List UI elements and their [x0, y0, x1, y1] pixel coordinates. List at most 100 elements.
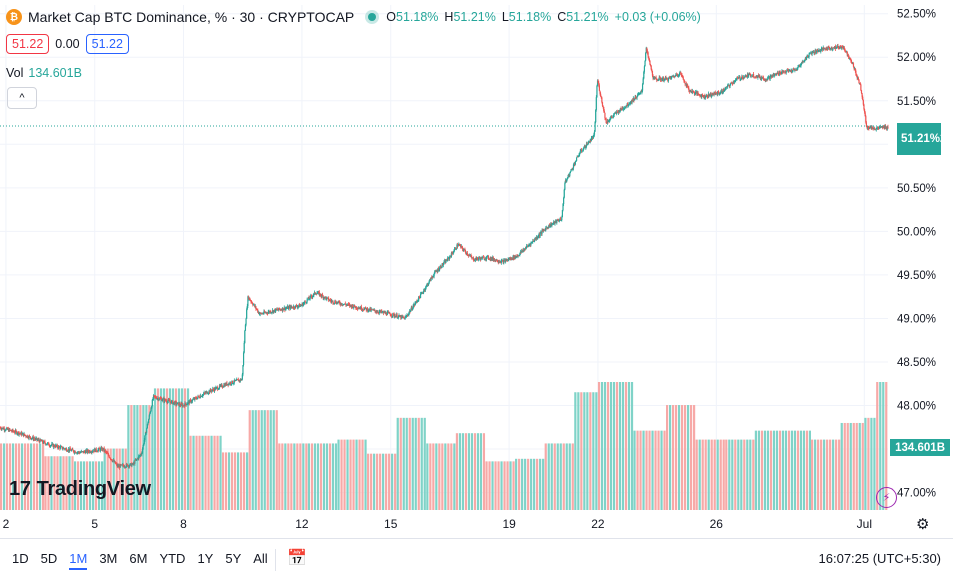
candle-body: [65, 448, 67, 450]
candle-body: [367, 310, 369, 312]
volume-bar: [83, 461, 86, 510]
candle-body: [297, 306, 299, 308]
candle-body: [374, 309, 376, 311]
volume-bar: [186, 388, 190, 510]
candle-body: [844, 50, 847, 52]
range-ytd[interactable]: YTD: [159, 551, 186, 566]
volume-bar: [636, 430, 639, 510]
candle-body: [791, 70, 793, 72]
calendar-range-icon[interactable]: 📅: [287, 550, 307, 567]
candle-body: [223, 384, 225, 387]
candle-body: [848, 56, 850, 59]
candle-body: [834, 46, 837, 49]
candle-body: [571, 169, 573, 170]
volume-bar: [597, 382, 601, 510]
candle-body: [107, 453, 109, 455]
candle-body: [446, 260, 448, 262]
candle-body: [543, 229, 545, 231]
candle-body: [513, 255, 515, 259]
candle-body: [867, 126, 869, 128]
candle-body: [884, 126, 886, 129]
candle-body: [719, 92, 721, 94]
candle-body: [110, 458, 112, 460]
candle-body: [353, 304, 355, 308]
ask-button[interactable]: 51.22: [85, 34, 129, 54]
candle-body: [843, 46, 845, 49]
candle-body: [305, 302, 308, 304]
volume-bar: [260, 410, 263, 510]
candle-body: [347, 303, 350, 305]
candle-body: [691, 90, 694, 93]
range-5d[interactable]: 5D: [40, 551, 58, 566]
candle-body: [83, 451, 86, 452]
candle-body: [193, 398, 195, 400]
bid-button[interactable]: 51.22: [6, 34, 50, 54]
candle-body: [548, 224, 550, 228]
y-tick-label: 52.50%: [897, 9, 936, 21]
volume-bar: [47, 456, 50, 510]
candle-body: [588, 141, 591, 143]
range-1m[interactable]: 1M: [69, 551, 88, 570]
candle-body: [427, 283, 429, 286]
gear-icon[interactable]: ⚙: [916, 516, 930, 533]
candle-body: [371, 309, 373, 310]
candle-body: [807, 56, 810, 58]
flash-icon[interactable]: ⚡: [876, 487, 897, 508]
volume-bar: [757, 430, 760, 510]
candle-body: [257, 309, 259, 313]
range-1d[interactable]: 1D: [12, 551, 29, 566]
candle-body: [248, 297, 250, 300]
volume-bar: [455, 433, 459, 510]
candle-body: [1, 428, 3, 430]
candle-body: [691, 92, 693, 93]
candle-body: [42, 442, 44, 444]
clock-timezone[interactable]: 16:07:25 (UTC+5:30): [818, 551, 941, 566]
candle-body: [877, 127, 879, 129]
collapse-legend-button[interactable]: ^: [7, 87, 37, 109]
candle-body: [430, 277, 432, 281]
candle-body: [649, 60, 651, 65]
candle-body: [736, 77, 739, 79]
candle-body: [609, 118, 612, 119]
candle-body: [174, 401, 176, 405]
candle-body: [352, 305, 354, 308]
candle-body: [136, 458, 139, 459]
candle-body: [781, 71, 783, 74]
candle-body: [701, 94, 703, 96]
candle-body: [556, 219, 558, 223]
candle-body: [28, 435, 30, 439]
chevron-up-icon: ^: [19, 92, 25, 104]
range-3m[interactable]: 3M: [99, 551, 118, 566]
tradingview-logo[interactable]: 17 TradingView: [9, 478, 151, 501]
candle-body: [151, 406, 153, 409]
range-5y[interactable]: 5Y: [225, 551, 242, 566]
range-6m[interactable]: 6M: [129, 551, 148, 566]
volume-bar: [272, 410, 275, 510]
volume-bar: [586, 392, 589, 510]
candle-body: [54, 445, 57, 448]
volume-bar: [734, 439, 737, 510]
candle-body: [838, 48, 840, 50]
candle-body: [169, 401, 171, 403]
candle-body: [537, 237, 539, 239]
candle-body: [868, 127, 870, 129]
candle-body: [33, 438, 36, 440]
range-1y[interactable]: 1Y: [197, 551, 214, 566]
candle-body: [532, 240, 535, 242]
symbol-title[interactable]: Market Cap BTC Dominance, % · 30 · CRYPT…: [28, 9, 355, 25]
range-all[interactable]: All: [253, 551, 268, 566]
candle-body: [10, 430, 12, 431]
candle-body: [505, 260, 507, 262]
candle-body: [75, 452, 78, 454]
candle-body: [49, 445, 52, 447]
candle-body: [599, 90, 601, 94]
candle-body: [886, 127, 888, 129]
candle-body: [812, 51, 814, 53]
candle-body: [445, 260, 447, 264]
volume-bar: [98, 461, 101, 510]
change-value: +0.03 (+0.06%): [614, 10, 701, 24]
candle-body: [487, 255, 489, 257]
candle-body: [104, 450, 106, 452]
candle-body: [743, 76, 745, 78]
